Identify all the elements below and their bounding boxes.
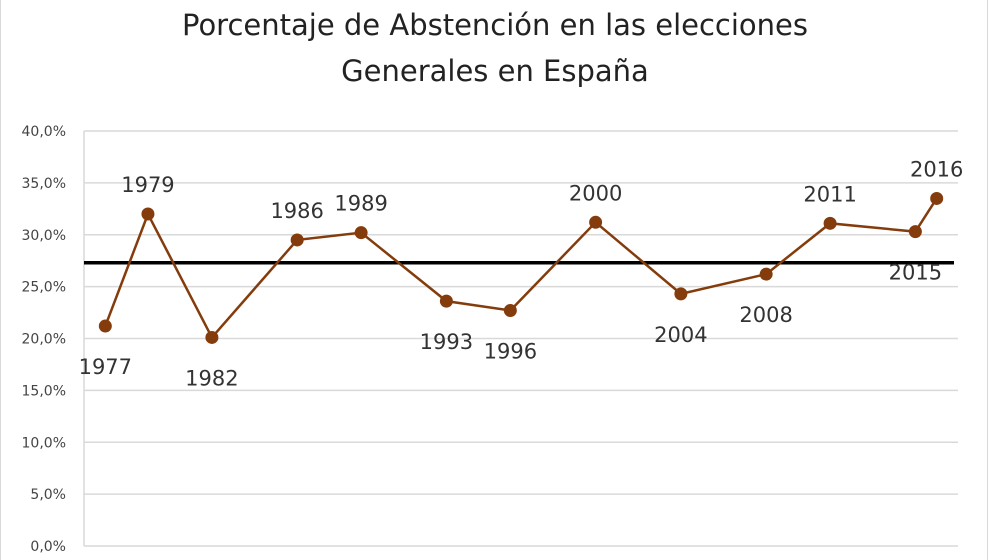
y-tick-label: 30,0% [22, 228, 66, 244]
data-label: 2000 [569, 181, 622, 205]
y-tick-label: 10,0% [22, 435, 66, 451]
data-point [290, 233, 304, 247]
y-tick-label: 0,0% [30, 539, 66, 555]
y-tick-label: 40,0% [22, 124, 66, 140]
data-label: 2004 [654, 323, 707, 347]
data-label: 1993 [420, 330, 473, 354]
data-point [908, 225, 922, 239]
y-tick-label: 35,0% [22, 176, 66, 192]
y-tick-label: 15,0% [22, 383, 66, 399]
data-label: 1986 [270, 199, 323, 223]
y-tick-label: 25,0% [22, 280, 66, 296]
data-label: 2011 [803, 182, 856, 206]
data-label: 1989 [334, 192, 387, 216]
data-point [759, 267, 773, 281]
data-label: 1996 [484, 339, 537, 363]
y-tick-label: 20,0% [22, 332, 66, 348]
data-point [439, 294, 453, 308]
data-label: 1979 [121, 173, 174, 197]
data-point [354, 226, 368, 240]
series-line [104, 197, 938, 340]
chart-title-line-2: Generales en España [341, 54, 649, 88]
data-label: 2015 [889, 261, 942, 285]
data-point [930, 191, 944, 205]
chart-title-line-1: Porcentaje de Abstención en las eleccion… [181, 8, 809, 42]
data-label: 1977 [79, 355, 132, 379]
data-point [823, 216, 837, 230]
data-point [503, 303, 517, 317]
y-tick-label: 5,0% [30, 487, 66, 503]
data-point [589, 215, 603, 229]
data-point [674, 287, 688, 301]
data-point [98, 319, 112, 333]
data-label: 1982 [185, 366, 238, 390]
data-point [205, 330, 219, 344]
data-label: 2008 [739, 303, 792, 327]
data-point [141, 207, 155, 221]
data-label: 2016 [910, 157, 963, 181]
